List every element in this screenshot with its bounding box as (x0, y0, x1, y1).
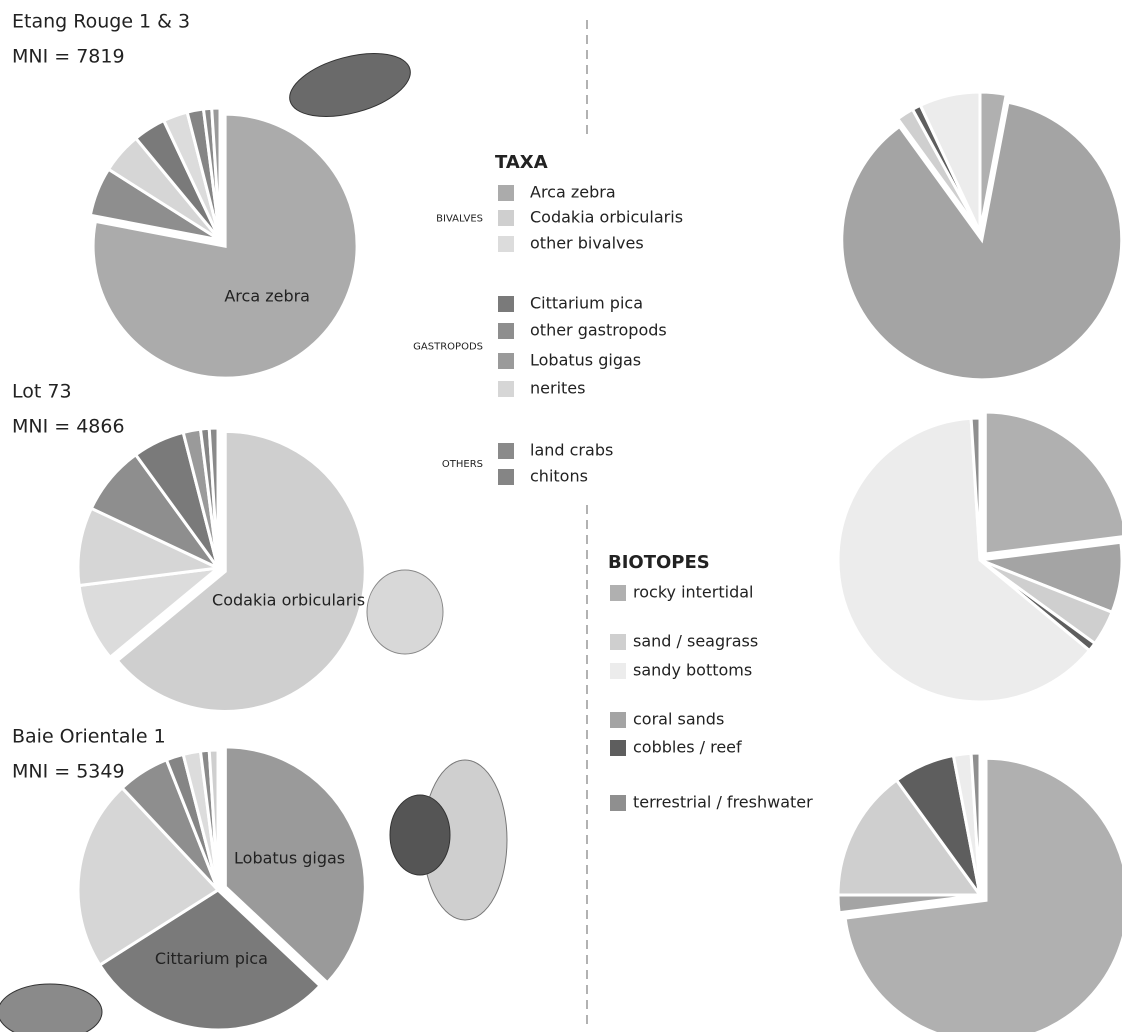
chart-title: Baie Orientale 1 (12, 726, 166, 748)
pie-slice (91, 112, 359, 380)
shell-photos (0, 53, 508, 1032)
slice-label: Codakia orbicularis (212, 591, 365, 610)
pie-slice (207, 748, 220, 891)
shell-photo (389, 794, 451, 876)
legend-label: sandy bottoms (633, 661, 752, 680)
legend-swatch (498, 353, 514, 369)
legend-swatch (498, 185, 514, 201)
slice-label: Cittarium pica (155, 949, 268, 968)
shell-photo (366, 569, 444, 655)
pie-slice (969, 751, 982, 896)
legend-swatch (498, 443, 514, 459)
legend-label: coral sands (633, 710, 724, 729)
legend-label: other bivalves (530, 234, 644, 253)
legend-swatch (610, 795, 626, 811)
legend-label: land crabs (530, 441, 613, 460)
legend-title: BIOTOPES (608, 552, 710, 573)
pie-slice (983, 410, 1122, 556)
legend-label: Lobatus gigas (530, 351, 641, 370)
legend-label: Cittarium pica (530, 294, 643, 313)
legend-label: rocky intertidal (633, 583, 753, 602)
legend-label: Arca zebra (530, 183, 616, 202)
legend-swatch (610, 585, 626, 601)
pie-slice (115, 429, 367, 713)
chart-subtitle: MNI = 5349 (12, 761, 125, 783)
pie-slice (77, 565, 223, 660)
pie-slice (836, 416, 1092, 704)
pie-slice (840, 100, 1122, 382)
chart-title: Lot 73 (12, 381, 72, 403)
chart-subtitle: MNI = 4866 (12, 416, 125, 438)
slice-label: Arca zebra (224, 287, 310, 306)
legend-label: terrestrial / freshwater (633, 793, 813, 812)
chart-title: Etang Rouge 1 & 3 (12, 11, 190, 33)
pie-slice (843, 756, 1122, 1032)
slice-label: Lobatus gigas (234, 849, 345, 868)
pie-slice (223, 745, 367, 985)
legend-swatch (610, 634, 626, 650)
legend-swatch (498, 210, 514, 226)
pie-slice (836, 778, 983, 897)
legend-swatch (498, 323, 514, 339)
legend-swatch (610, 663, 626, 679)
legend-label: nerites (530, 379, 585, 398)
legend-group-label: GASTROPODS (413, 342, 483, 353)
chart-subtitle: MNI = 7819 (12, 46, 125, 68)
legend-label: cobbles / reef (633, 738, 742, 757)
legend-swatch (498, 296, 514, 312)
legend-label: Codakia orbicularis (530, 208, 683, 227)
legend-swatch (610, 712, 626, 728)
pie-slice (97, 888, 323, 1032)
shell-photo (0, 983, 103, 1032)
pie-slice (76, 785, 221, 968)
shell-photo (289, 53, 411, 117)
legend-swatch (498, 381, 514, 397)
pie-slice (207, 426, 220, 569)
legend-label: other gastropods (530, 321, 667, 340)
legend-group-label: BIVALVES (436, 214, 483, 225)
pie-slice (918, 90, 982, 233)
legend-title: TAXA (495, 152, 548, 173)
legend-swatch (498, 469, 514, 485)
legend-label: sand / seagrass (633, 632, 758, 651)
legend-group-label: OTHERS (442, 459, 483, 470)
legend-swatch (610, 740, 626, 756)
legend-swatch (498, 236, 514, 252)
pie-slice (969, 416, 982, 561)
legend-label: chitons (530, 467, 588, 486)
pie-slice (76, 506, 224, 588)
pie-slice (210, 106, 222, 241)
